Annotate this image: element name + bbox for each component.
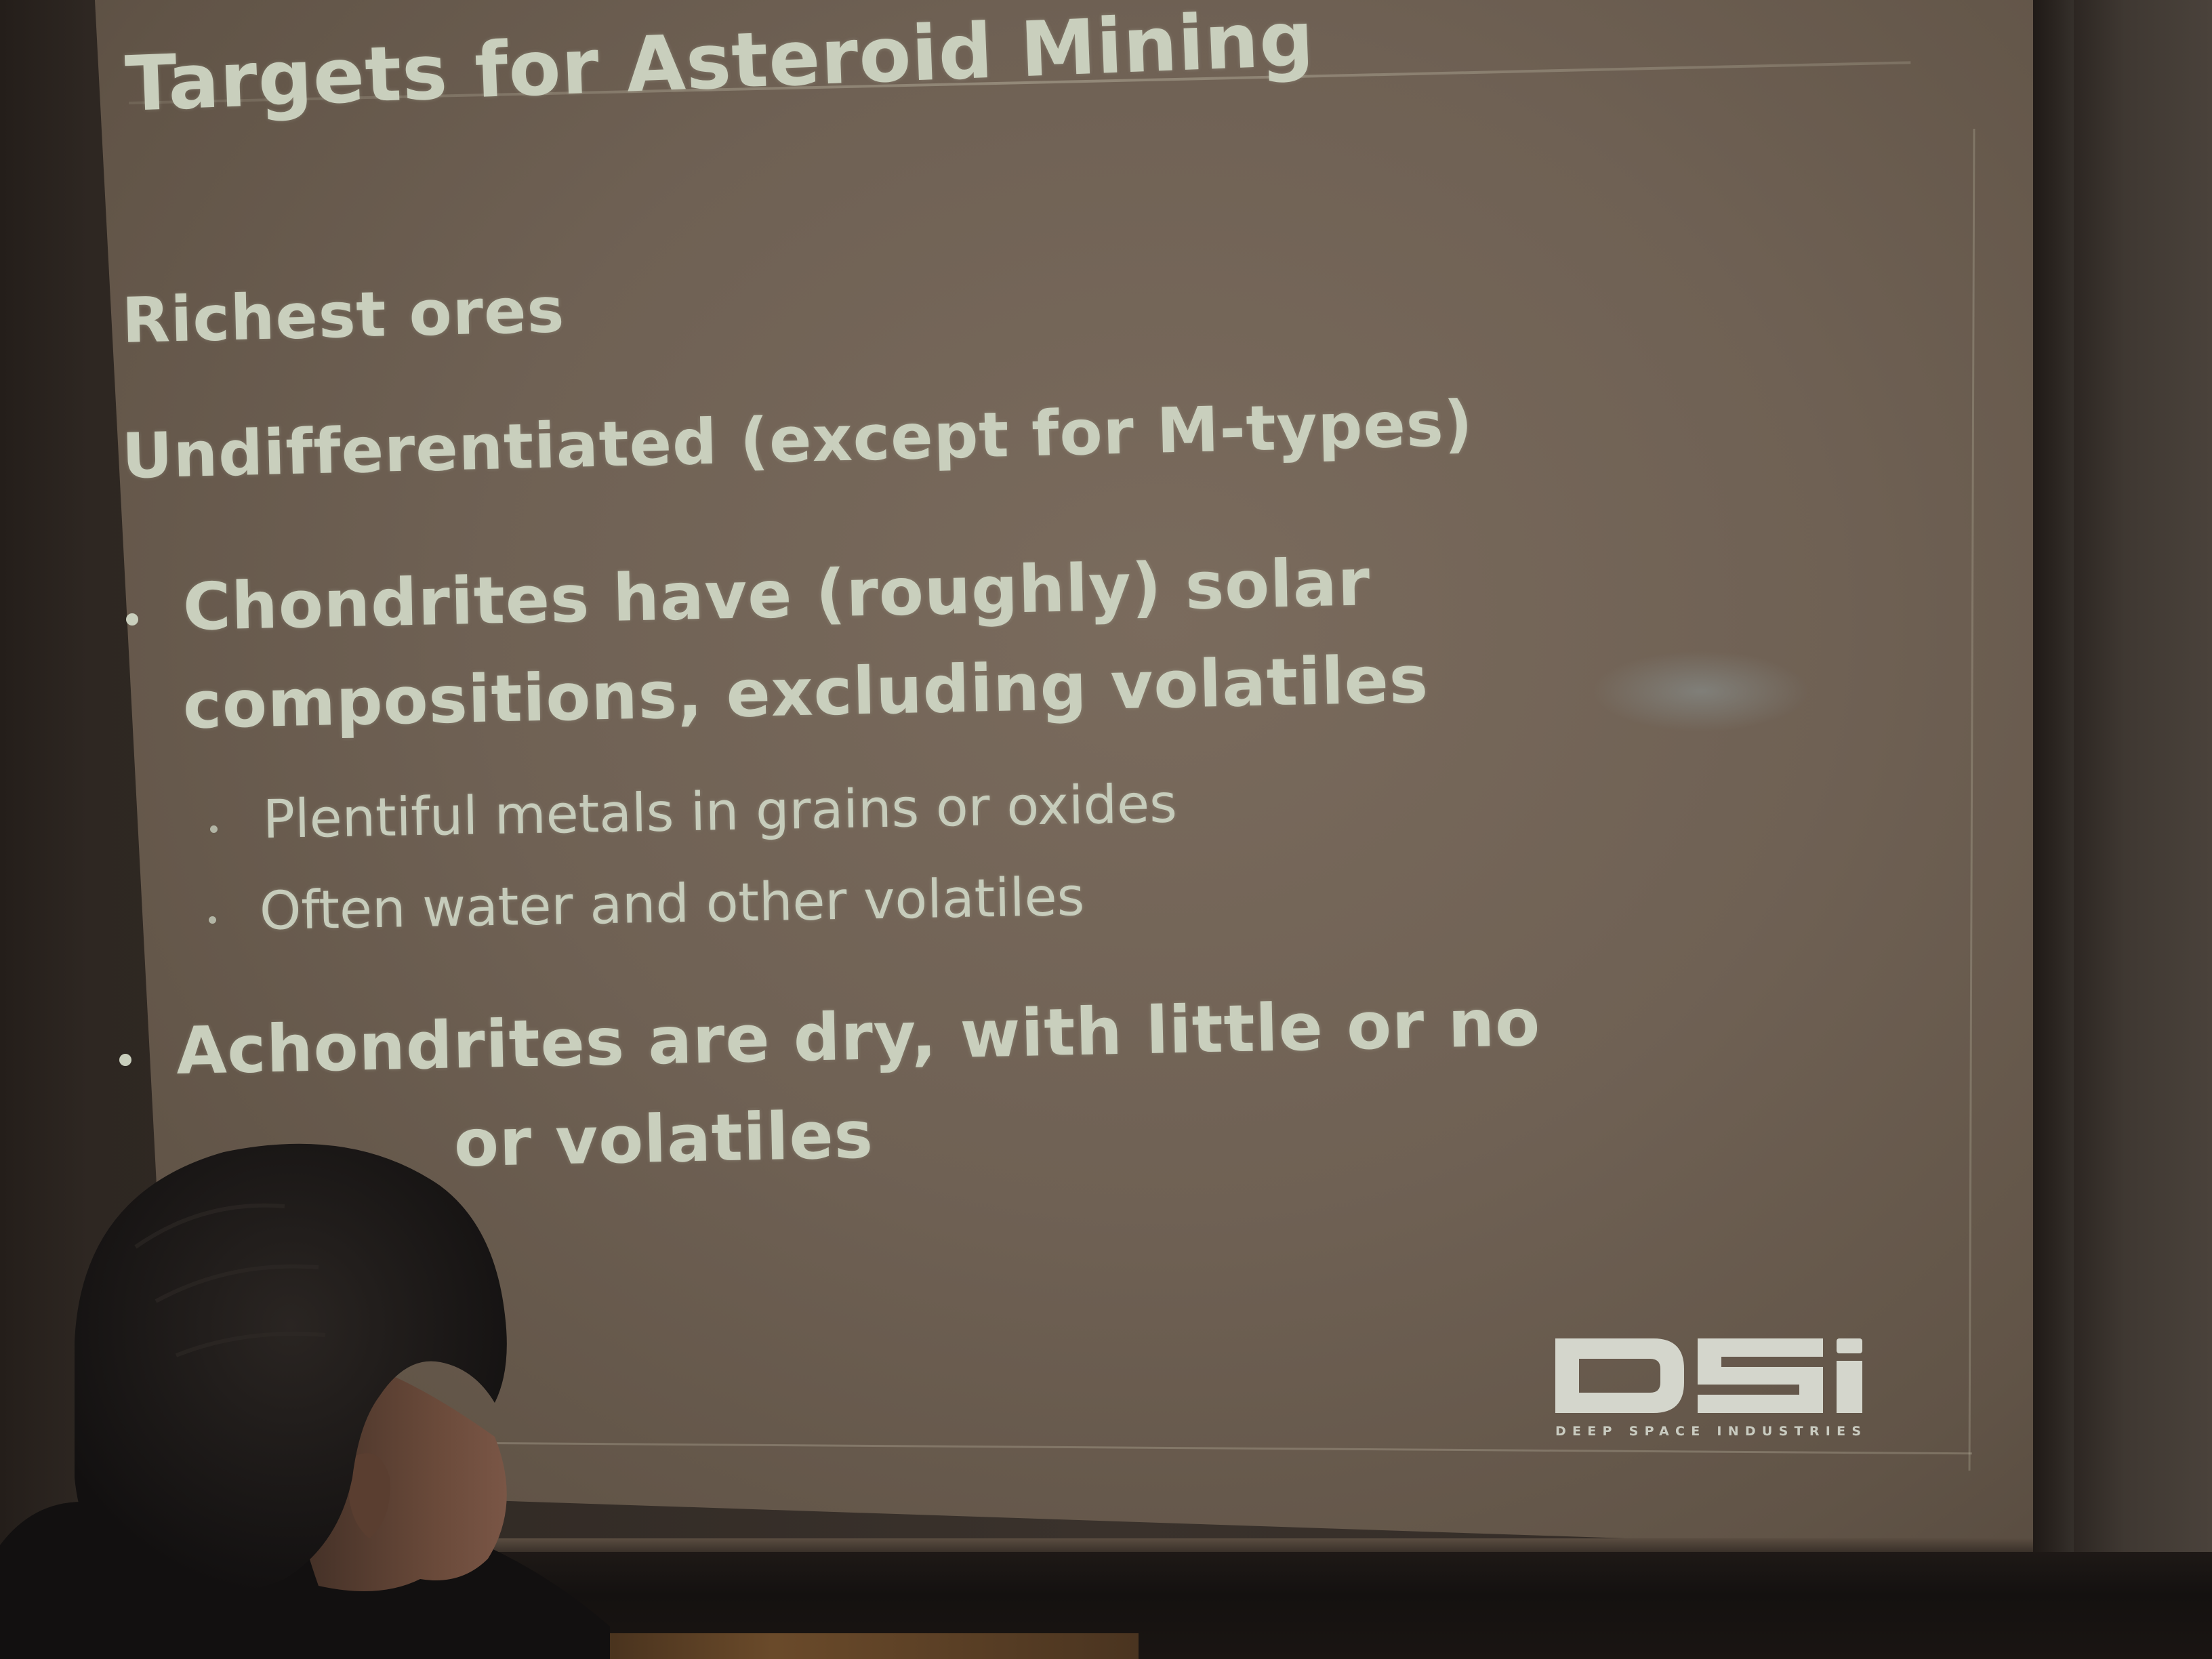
heading-richest-ores: Richest ores [121,274,566,357]
wall [2067,0,2212,1659]
sub-bullet-dot [210,825,218,833]
light-glare [1593,651,1809,732]
stage-light [529,1633,1139,1659]
bullet-dot [119,1054,131,1066]
logo-tagline: DEEP SPACE INDUSTRIES [1555,1424,1864,1439]
dsi-logo: DEEP SPACE INDUSTRIES [1555,1338,1864,1439]
audience-member-head [0,1143,610,1659]
bullet-dot [126,613,138,626]
sub-bullet-dot [209,916,216,924]
screen-frame [2026,0,2074,1579]
